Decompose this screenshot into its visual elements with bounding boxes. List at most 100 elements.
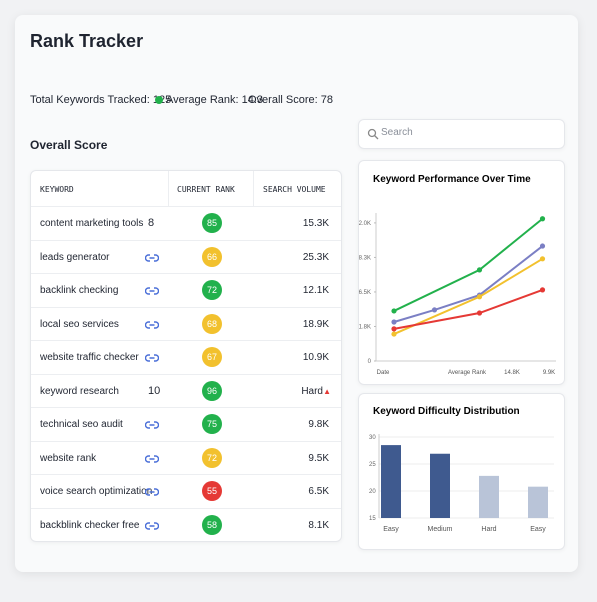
col-divider	[168, 171, 169, 206]
x-label: 9.9K	[543, 370, 555, 376]
rank-badge: 96	[202, 380, 222, 401]
data-point	[539, 256, 546, 262]
page-title: Rank Tracker	[30, 31, 144, 51]
total-keywords: Total Keywords Tracked: 125	[30, 94, 172, 106]
link-icon	[145, 320, 159, 329]
y-tick-label: 2.0K	[359, 221, 371, 227]
y-tick-label: 0	[368, 359, 372, 365]
rank-badge: 58	[202, 514, 222, 535]
line-chart: Keyword Performance Over Time 0 1.8K 6.5K 8.…	[359, 174, 556, 376]
table-row: content marketing tools 8 85 15.3K	[31, 206, 341, 240]
keyword-note: 10	[148, 384, 161, 397]
search-volume: 9.5K	[308, 452, 329, 464]
search-volume: 18.9K	[302, 318, 329, 330]
col-divider	[253, 171, 254, 206]
rank-badge: 85	[202, 213, 222, 233]
link-icon	[145, 253, 159, 262]
search-icon	[367, 128, 379, 140]
bar	[479, 475, 499, 518]
keyword-note: 8	[148, 217, 155, 229]
series-line	[393, 257, 544, 335]
keyword: backblink checker free	[40, 519, 140, 531]
link-shape	[145, 521, 159, 530]
table-row: keyword research 10 96 Hard ▲	[31, 373, 341, 408]
x-tick-label: Medium	[428, 526, 453, 533]
y-tick-label: 8.3K	[359, 255, 371, 261]
link-icon	[145, 488, 159, 496]
search-volume: 8.1K	[308, 519, 329, 531]
rank-badge: 66	[202, 246, 222, 267]
table-row: local seo services 68 18.9K	[31, 306, 341, 341]
keyword: backlink checking	[40, 285, 119, 296]
rank-badge: 72	[202, 447, 222, 468]
keyword: leads generator	[40, 251, 110, 263]
link-shape	[145, 454, 159, 463]
y-tick-label: 6.5K	[359, 290, 371, 296]
data-point	[391, 319, 397, 325]
x-tick-label: Hard	[481, 526, 496, 533]
y-tick-label: 25	[369, 462, 376, 468]
search-volume: 9.8K	[308, 419, 329, 430]
table-row: backlink checking 72 12.1K	[31, 273, 341, 307]
link-icon	[145, 354, 159, 362]
line-chart-panel: Keyword Performance Over Time 0 1.8K 6.5K 8.…	[358, 160, 565, 385]
search-volume: 10.9K	[302, 352, 329, 363]
data-point	[539, 216, 546, 222]
bar	[430, 453, 450, 518]
data-point	[476, 267, 483, 273]
keyword: keyword research	[40, 385, 119, 397]
link-shape	[145, 253, 159, 262]
data-point	[391, 308, 397, 314]
overall-score: Overall Score: 78	[248, 94, 333, 106]
bar-chart-panel: Keyword Difficulty Distribution 15 20 25 30 E…	[358, 393, 565, 550]
link-shape	[145, 354, 159, 362]
average-rank: Average Rank: 14.3	[166, 94, 264, 106]
series-line	[393, 288, 543, 330]
section-title: Overall Score	[30, 138, 108, 152]
data-point	[539, 243, 546, 249]
x-label: 14.8K	[504, 370, 520, 376]
x-tick-label: Easy	[530, 526, 546, 533]
column-header: SEARCH VOLUME	[263, 185, 326, 194]
x-label: Average Rank	[448, 370, 487, 376]
data-point	[539, 287, 546, 293]
rank-badge: 72	[202, 280, 222, 300]
data-point	[476, 310, 483, 316]
search-volume: 12.1K	[302, 285, 329, 296]
y-tick-label: 1.8K	[359, 324, 371, 330]
search-volume: 6.5K	[308, 486, 329, 497]
data-point	[476, 294, 483, 300]
link-icon	[145, 454, 159, 463]
y-tick-label: 15	[369, 516, 376, 522]
y-tick-label: 20	[369, 489, 376, 495]
table-row: backblink checker free 58 8.1K	[31, 507, 341, 542]
rank-badge: 67	[202, 347, 222, 367]
table-row: website rank 72 9.5K	[31, 440, 341, 475]
y-tick-label: 30	[369, 435, 376, 441]
x-tick-label: Easy	[383, 526, 399, 533]
keyword: website traffic checker	[40, 352, 139, 363]
keyword: technical seo audit	[40, 419, 123, 430]
search-volume: 15.3K	[302, 218, 329, 229]
table-row: website traffic checker 67 10.9K	[31, 340, 341, 374]
keyword: website rank	[40, 452, 97, 464]
column-header: CURRENT RANK	[177, 185, 235, 194]
table-row: technical seo audit 75 9.8K	[31, 407, 341, 441]
keyword-table: KEYWORD CURRENT RANK SEARCH VOLUME conte…	[30, 170, 342, 542]
link-icon	[145, 287, 159, 295]
bar	[381, 445, 401, 518]
data-point	[391, 331, 397, 337]
series-line	[393, 245, 544, 323]
bar	[528, 486, 548, 518]
status-dot	[155, 96, 163, 104]
trend-icon: ▲	[323, 386, 331, 396]
search-volume: 25.3K	[302, 251, 329, 263]
link-shape	[145, 488, 159, 496]
search-box[interactable]: Search	[358, 119, 565, 149]
search-placeholder: Search	[381, 127, 413, 138]
rank-badge: 55	[202, 481, 222, 501]
data-point	[391, 326, 397, 332]
table-row: voice search optimization 55 6.5K	[31, 474, 341, 508]
chart-title: Keyword Performance Over Time	[373, 174, 531, 185]
link-shape	[145, 421, 159, 429]
